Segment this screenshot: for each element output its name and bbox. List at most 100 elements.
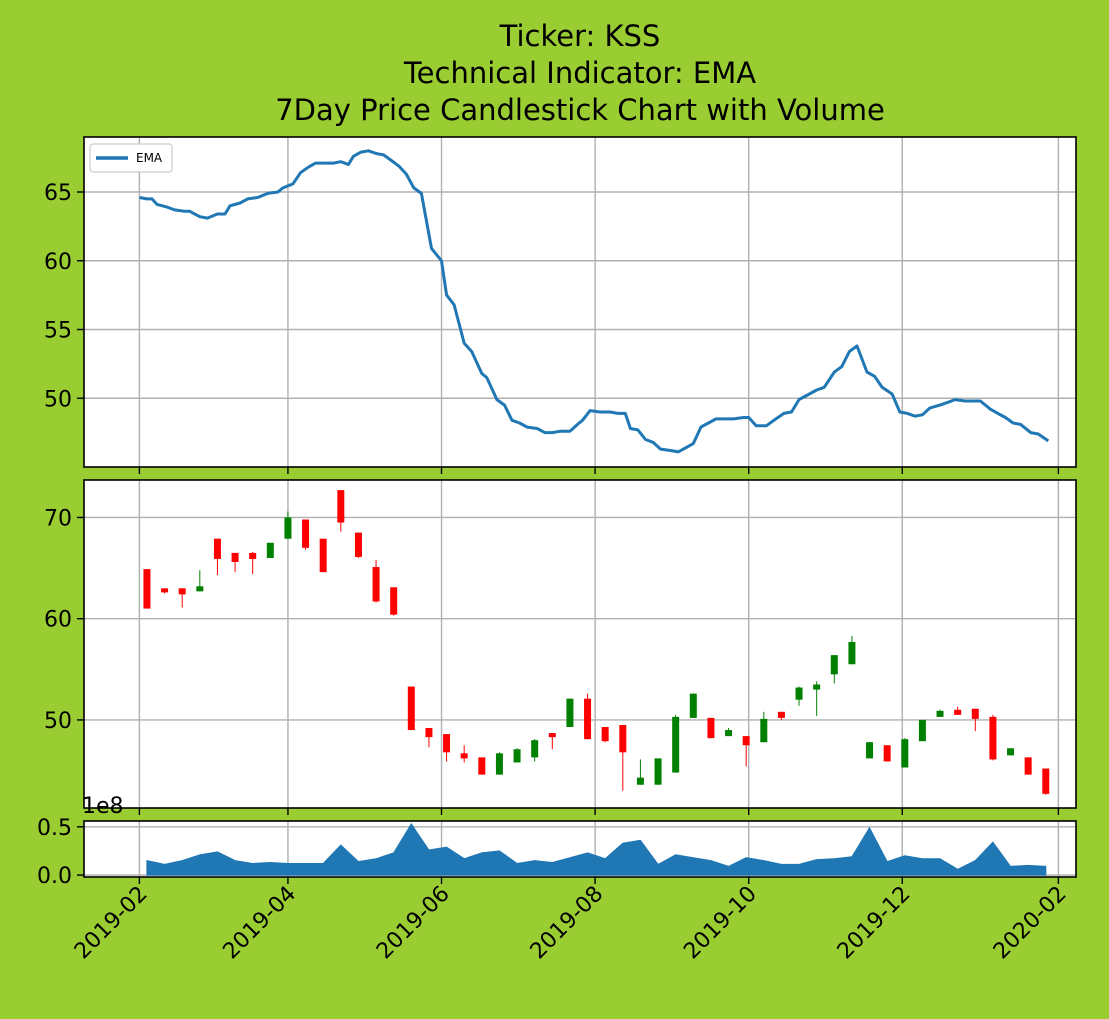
candle	[619, 724, 627, 791]
x-axis: 2019-02 2019-04 2019-06 2019-08 2019-10 2019-…	[70, 877, 1072, 964]
candle-body	[495, 753, 503, 775]
candle-body	[407, 686, 415, 731]
candlestick-panel-background	[84, 480, 1076, 808]
candle-body	[584, 698, 592, 740]
candle	[848, 635, 856, 665]
candle-body	[531, 740, 539, 758]
x-tick-label: 2019-02	[70, 882, 153, 965]
candle	[689, 693, 697, 718]
ema-grid	[84, 137, 1076, 467]
legend-box	[89, 143, 173, 173]
candle-body	[636, 777, 644, 785]
candlestick-y-axis: 50 60 70	[44, 506, 84, 734]
ema-panel: 50 55 60 65 EMA	[44, 136, 1077, 474]
x-tick-label: 2019-08	[526, 882, 609, 965]
candle-body	[1042, 768, 1050, 794]
candle-body	[866, 742, 874, 759]
volume-y-axis: 0.0 0.5	[37, 816, 84, 889]
candle-body	[425, 728, 433, 738]
candle	[813, 681, 821, 716]
candle	[1007, 748, 1015, 756]
candle-body	[284, 517, 292, 539]
candle-body	[460, 753, 468, 759]
candle-body	[513, 749, 521, 763]
candle	[725, 728, 733, 737]
candle-body	[266, 542, 274, 558]
candle	[337, 490, 345, 532]
volume-y-tick-label: 0.5	[37, 816, 72, 841]
candle-body	[337, 490, 345, 523]
candle	[531, 739, 539, 762]
candle	[672, 714, 680, 773]
candle	[319, 538, 327, 573]
candle	[601, 727, 609, 743]
candle-body	[213, 538, 221, 559]
candle-body	[143, 569, 151, 609]
candle-y-tick-label: 50	[44, 709, 72, 734]
candle	[372, 559, 380, 603]
candle	[901, 738, 909, 768]
candle-body	[443, 734, 451, 753]
candle-body	[813, 684, 821, 690]
candle	[742, 736, 750, 767]
candle-body	[372, 567, 380, 602]
x-tick-label: 2020-02	[989, 882, 1072, 965]
ema-series-line	[139, 149, 1050, 454]
candle	[971, 708, 979, 732]
candle-body	[601, 727, 609, 742]
candle-body	[848, 641, 856, 665]
ema-panel-frame	[83, 136, 1077, 468]
candle	[1042, 768, 1050, 795]
candle	[425, 728, 433, 748]
candle	[1024, 757, 1032, 775]
ema-y-tick-label: 60	[44, 250, 72, 275]
candle	[354, 532, 362, 558]
candlestick-x-ticks	[138, 808, 1060, 815]
candle	[654, 758, 662, 785]
candle	[513, 748, 521, 763]
candle-body	[936, 710, 944, 717]
candle-body	[319, 538, 327, 573]
candle	[760, 711, 768, 743]
candlestick-panel: 50 60 70	[44, 479, 1077, 815]
ema-x-ticks	[138, 467, 1060, 474]
ema-y-tick-label: 65	[44, 181, 72, 206]
chart-title-line-3: 7Day Price Candlestick Chart with Volume	[275, 93, 885, 127]
volume-offset-label: 1e8	[82, 794, 124, 819]
volume-panel-frame	[83, 820, 1077, 878]
candle-y-tick-label: 70	[44, 506, 72, 531]
candle-body	[760, 718, 768, 743]
candle	[460, 745, 468, 763]
volume-plot	[146, 822, 1047, 876]
candle-body	[654, 758, 662, 785]
candle-body	[231, 552, 239, 562]
candle-body	[548, 733, 556, 738]
candle-body	[1024, 757, 1032, 775]
candle-body	[689, 693, 697, 718]
candle	[883, 745, 891, 762]
candle	[795, 686, 803, 706]
candle-body	[178, 588, 186, 595]
candle	[478, 757, 486, 775]
candle	[266, 542, 274, 558]
candle	[213, 538, 221, 576]
candle	[866, 742, 874, 759]
candle-body	[954, 709, 962, 715]
candle	[161, 588, 169, 594]
ema-y-axis: 50 55 60 65	[44, 181, 84, 412]
candle	[989, 714, 997, 761]
candle-body	[1007, 748, 1015, 756]
candle	[566, 698, 574, 728]
chart-title-line-1: Ticker: KSS	[499, 19, 661, 53]
candle-body	[795, 687, 803, 700]
candle	[495, 752, 503, 775]
candle-body	[918, 719, 926, 742]
candle-body	[830, 655, 838, 675]
candle-body	[901, 739, 909, 768]
candle	[231, 552, 239, 573]
candle	[548, 733, 556, 750]
candle	[407, 686, 415, 731]
candle-body	[354, 532, 362, 557]
candle	[178, 588, 186, 608]
candle-body	[971, 708, 979, 719]
